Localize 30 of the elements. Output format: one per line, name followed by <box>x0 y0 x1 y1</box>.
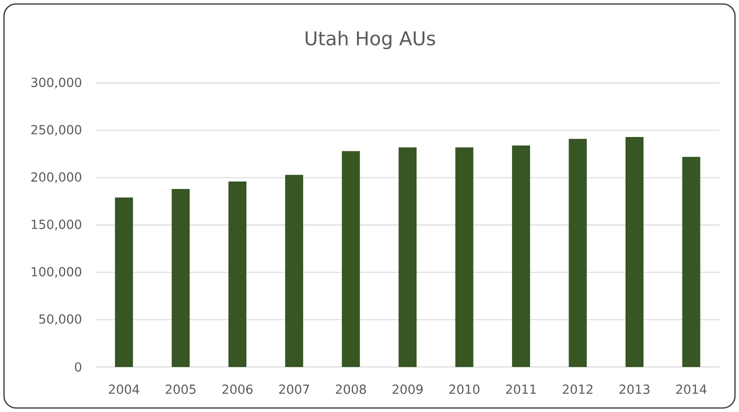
x-tick-label: 2008 <box>336 384 366 394</box>
y-tick-label: 200,000 <box>31 172 82 184</box>
x-tick-label: 2009 <box>392 384 423 394</box>
bar <box>285 174 304 367</box>
bar <box>398 147 417 367</box>
y-tick-label: 300,000 <box>31 78 82 88</box>
bar <box>342 151 360 367</box>
bar <box>114 198 133 367</box>
y-tick-label: 0 <box>74 362 82 372</box>
x-tick-label: 2006 <box>222 384 253 394</box>
y-tick-label: 100,000 <box>32 266 82 278</box>
x-tick-label: 2007 <box>279 384 309 394</box>
chart-title: Utah Hog AUs <box>306 30 436 50</box>
bar <box>626 136 644 367</box>
x-tick-label: 2013 <box>620 384 650 394</box>
bar <box>455 147 474 367</box>
y-tick-label: 250,000 <box>31 124 82 136</box>
x-tick-label: 2004 <box>108 384 140 394</box>
x-tick-label: 2010 <box>449 384 480 394</box>
x-tick-label: 2014 <box>676 384 706 394</box>
x-tick-label: 2005 <box>166 384 196 394</box>
bar <box>172 189 190 367</box>
x-tick-label: 2012 <box>562 384 592 394</box>
y-tick-label: 150,000 <box>32 220 82 230</box>
bar <box>682 156 700 367</box>
bar <box>512 145 530 367</box>
bar <box>228 181 246 367</box>
bar <box>568 138 587 367</box>
x-tick-label: 2011 <box>506 384 536 394</box>
y-tick-label: 50,000 <box>39 314 82 326</box>
